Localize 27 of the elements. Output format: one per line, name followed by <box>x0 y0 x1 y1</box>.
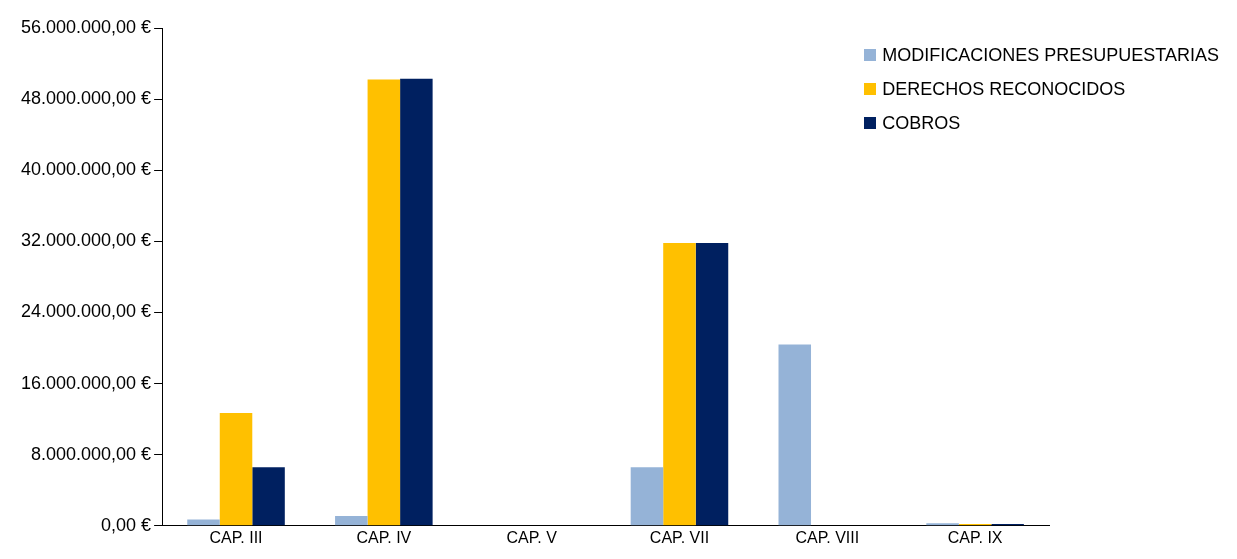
legend-label: MODIFICACIONES PRESUPUESTARIAS <box>882 44 1219 66</box>
x-tick-label: CAP. IX <box>947 528 1003 546</box>
y-tick-label: 40.000.000,00 € <box>21 159 152 180</box>
y-tick-label: 16.000.000,00 € <box>21 372 152 393</box>
x-tick-label: CAP. VII <box>649 528 710 546</box>
y-tick-label: 56.000.000,00 € <box>21 16 152 37</box>
y-tick-label: 48.000.000,00 € <box>21 88 152 109</box>
bar <box>663 243 696 526</box>
bar <box>252 467 285 526</box>
legend-label: COBROS <box>882 112 961 134</box>
bar <box>219 412 253 526</box>
y-tick-label: 0,00 € <box>101 514 152 535</box>
y-tick-label: 8.000.000,00 € <box>31 443 152 464</box>
y-tick-label: 32.000.000,00 € <box>21 230 152 251</box>
x-tick-label: CAP. VIII <box>795 528 860 546</box>
y-tick-label: 24.000.000,00 € <box>21 301 152 322</box>
bar <box>335 516 368 526</box>
bar <box>367 79 401 526</box>
x-tick-label: CAP. III <box>209 528 263 546</box>
bar <box>695 243 729 526</box>
bar <box>778 344 812 526</box>
x-tick-label: CAP. IV <box>356 528 412 546</box>
bar <box>630 467 664 526</box>
x-tick-label: CAP. V <box>506 528 558 546</box>
bar <box>400 78 433 526</box>
legend-label: DERECHOS RECONOCIDOS <box>882 78 1126 100</box>
bar <box>926 523 959 526</box>
